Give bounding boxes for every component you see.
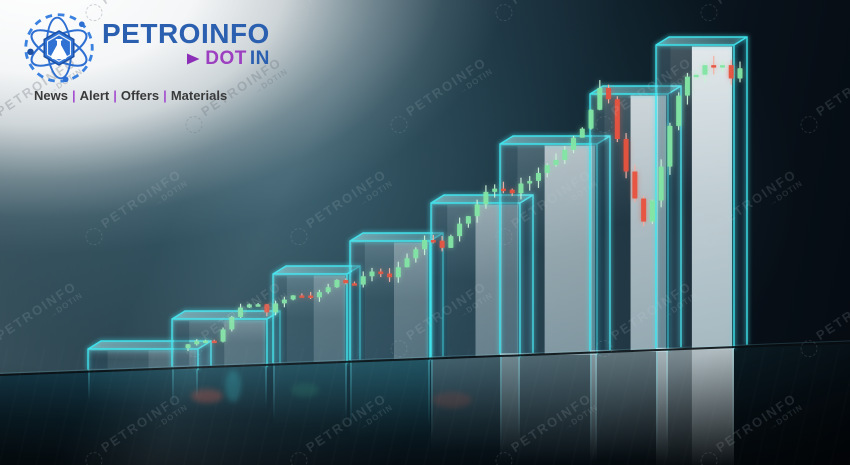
tagline-item: Alert bbox=[79, 88, 110, 103]
tagline-item: Materials bbox=[170, 88, 228, 103]
suffix-dot: DOT bbox=[205, 48, 247, 69]
petroinfo-logo: PETROINFO DOT IN bbox=[20, 10, 282, 103]
glass-bar bbox=[348, 231, 445, 361]
glass-bar bbox=[170, 309, 282, 367]
tagline-item: News bbox=[34, 88, 68, 103]
logo-row: PETROINFO DOT IN bbox=[20, 10, 282, 86]
tagline-separator: | bbox=[71, 88, 76, 103]
tagline: News | Alert | Offers | Materials bbox=[34, 88, 282, 103]
atom-flask-icon bbox=[24, 13, 94, 83]
logo-text: PETROINFO DOT IN bbox=[102, 10, 270, 69]
right-arrow-icon bbox=[160, 53, 200, 64]
suffix-in: IN bbox=[249, 48, 270, 69]
brand-suffix: DOT IN bbox=[102, 49, 270, 68]
glass-bar bbox=[654, 35, 749, 350]
brand-name: PETROINFO bbox=[102, 18, 270, 49]
tagline-item: Offers bbox=[120, 88, 160, 103]
tagline-separator: | bbox=[113, 88, 117, 103]
tagline-separator: | bbox=[163, 88, 167, 103]
